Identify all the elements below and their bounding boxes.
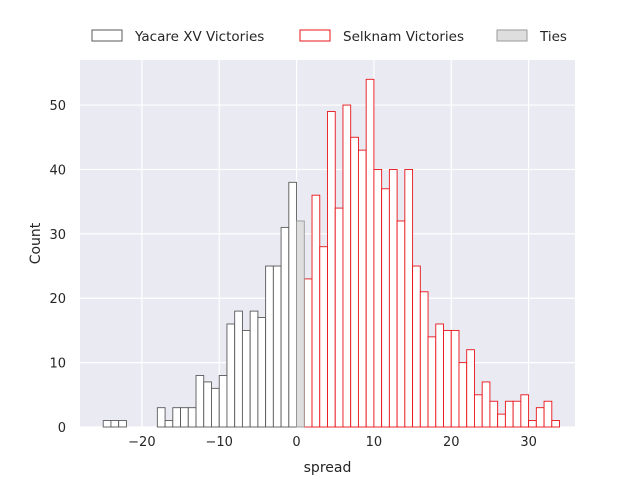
x-tick-label: −10 (206, 435, 233, 450)
histogram-bar (458, 362, 468, 428)
histogram-bar (412, 265, 421, 428)
histogram-bar (334, 207, 344, 428)
histogram-bar (551, 420, 560, 428)
histogram-bar (474, 394, 483, 428)
x-tick-label: −20 (128, 435, 155, 450)
histogram-bar (388, 169, 398, 428)
legend-swatch (299, 29, 331, 42)
histogram-bar (241, 329, 251, 428)
histogram-bar (404, 169, 414, 428)
histogram-bar (280, 226, 290, 428)
histogram-bar (288, 181, 298, 428)
y-tick-label: 20 (49, 292, 66, 307)
x-tick-label: 30 (520, 435, 537, 450)
histogram-bar (481, 381, 491, 428)
histogram-bar (365, 78, 375, 428)
y-axis-label: Count (28, 222, 44, 264)
histogram-bar (419, 291, 429, 428)
y-tick-label: 30 (49, 228, 66, 243)
y-tick-label: 40 (49, 163, 66, 178)
histogram-bar (520, 394, 530, 428)
histogram-bar (118, 420, 127, 428)
histogram-bar (187, 407, 197, 428)
histogram-bar (327, 111, 336, 428)
series-1-bars (303, 78, 560, 428)
histogram-bar (249, 310, 259, 428)
histogram-bar (311, 194, 321, 428)
legend-label: Yacare XV Victories (134, 29, 264, 45)
y-tick-label: 10 (49, 357, 66, 372)
histogram-bar (195, 375, 205, 428)
histogram-bar (466, 349, 475, 428)
legend-swatch (91, 29, 123, 42)
y-tick-label: 0 (58, 421, 66, 436)
histogram-bar (257, 317, 267, 428)
histogram-bar (450, 329, 460, 428)
histogram-bar (226, 323, 236, 428)
histogram-bar (156, 407, 166, 428)
histogram-bar (211, 387, 220, 428)
histogram-bar (172, 407, 181, 428)
histogram-bar (319, 246, 328, 428)
histogram-bar (512, 400, 522, 428)
histogram-bar (180, 407, 189, 428)
x-tick-label: 10 (366, 435, 383, 450)
x-tick-label: 0 (292, 435, 300, 450)
histogram-bar (497, 413, 506, 428)
legend-item: Selknam Victories (299, 29, 464, 45)
y-tick-label: 50 (49, 99, 66, 114)
histogram-bar (272, 265, 282, 428)
histogram-bar (303, 278, 313, 428)
histogram-bar (504, 400, 514, 428)
histogram-bar (350, 136, 359, 428)
histogram-bar (296, 220, 305, 428)
x-axis-label: spread (304, 460, 352, 476)
histogram-bar (543, 400, 553, 428)
histogram-bar (102, 420, 112, 428)
series-0-bars (102, 181, 298, 428)
x-tick-label: 20 (443, 435, 460, 450)
histogram-bar (373, 169, 383, 428)
legend-swatch (496, 29, 528, 42)
histogram-bar (234, 310, 243, 428)
histogram-bar (203, 381, 212, 428)
histogram-bar (396, 220, 406, 428)
histogram-bar (381, 188, 390, 428)
histogram-bar (535, 407, 545, 428)
histogram-bar (342, 104, 352, 428)
histogram-bar (357, 149, 367, 428)
histogram-bar (443, 329, 452, 428)
legend-label: Ties (539, 29, 567, 45)
legend: Yacare XV Victories Selknam Victories Ties (91, 29, 567, 45)
histogram-bar (110, 420, 120, 428)
legend-label: Selknam Victories (343, 29, 464, 45)
histogram-bar (218, 375, 228, 428)
x-tick-labels: −20 −10 0 10 20 30 (128, 435, 537, 450)
legend-item: Yacare XV Victories (91, 29, 264, 45)
histogram-bar (427, 336, 437, 428)
histogram-bar (528, 420, 537, 428)
histogram-bar (435, 323, 444, 428)
histogram-bar (265, 265, 274, 428)
legend-item: Ties (496, 29, 567, 45)
histogram-bar (489, 400, 499, 428)
histogram-bars (102, 78, 560, 428)
histogram-bar (164, 420, 174, 428)
series-2-bars (296, 220, 305, 428)
y-tick-labels: 0 10 20 30 40 50 (49, 99, 66, 436)
